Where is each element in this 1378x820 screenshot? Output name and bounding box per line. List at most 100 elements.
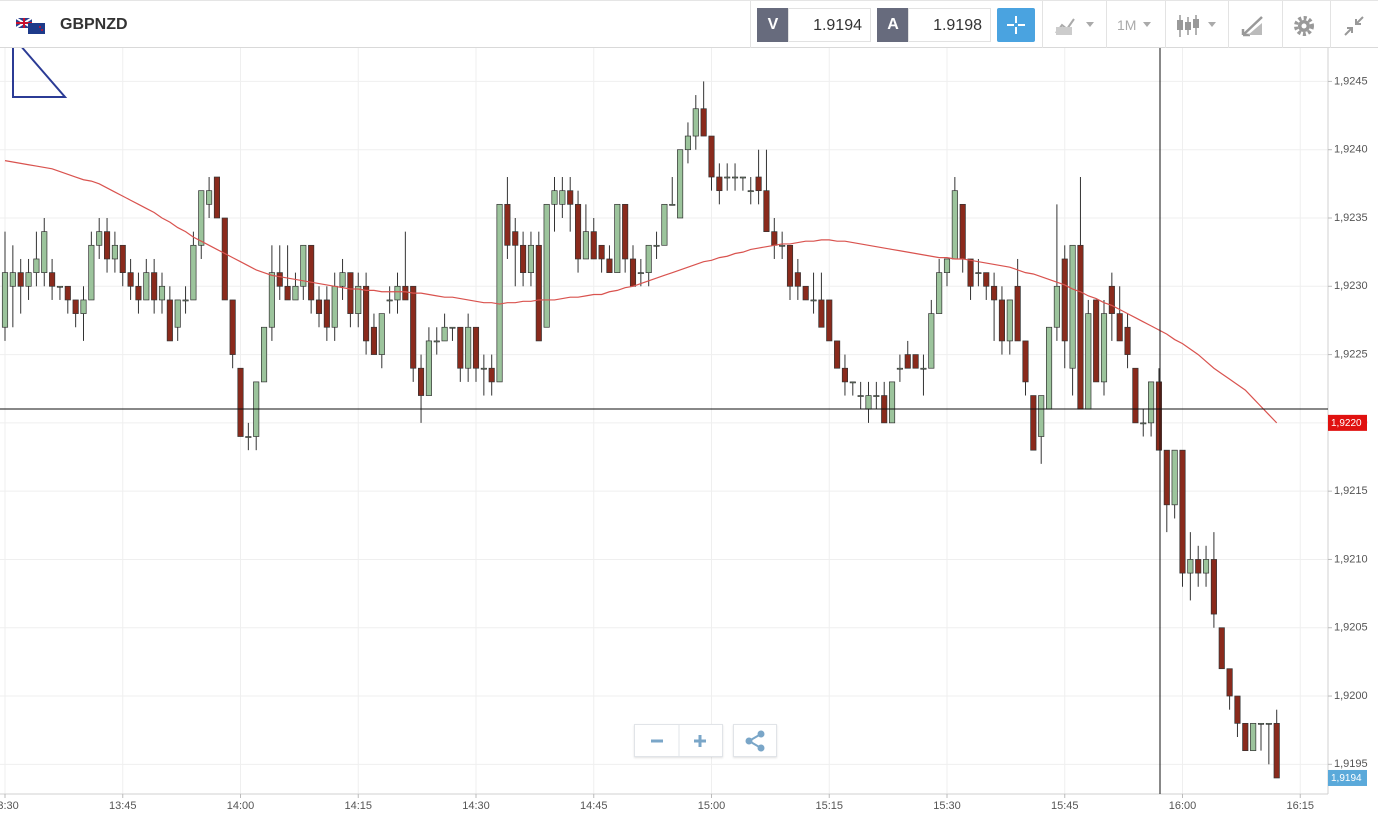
y-tick-label: 1,9200 [1334, 690, 1368, 702]
candle-body [237, 367, 244, 437]
candle-body [755, 176, 762, 192]
candle-body [9, 272, 16, 287]
candle-body [64, 285, 71, 301]
candle-body [276, 272, 283, 287]
candle-body [920, 367, 927, 370]
separator [1165, 1, 1166, 48]
collapse-button[interactable] [1342, 14, 1366, 38]
candle-body [151, 272, 158, 301]
candle-body [512, 231, 519, 246]
ask-label[interactable]: A [877, 8, 909, 42]
moving-average-line [4, 160, 1278, 424]
candle-body [182, 299, 189, 302]
candle-body [724, 176, 731, 179]
candle-type-button[interactable] [1176, 13, 1220, 39]
candle-body [904, 354, 911, 369]
candle-body [1171, 449, 1178, 506]
draw-tool-button[interactable] [1240, 13, 1266, 39]
zoom-icons [651, 725, 706, 756]
crosshair-button[interactable] [997, 8, 1035, 42]
candle-body [645, 244, 652, 273]
candle-body [402, 285, 409, 301]
timeframe[interactable]: 1M [1117, 17, 1137, 33]
candle-body [936, 272, 943, 314]
x-tick-label: 14:00 [227, 800, 255, 812]
x-tick-label: 13:30 [0, 800, 19, 812]
candle-body [771, 231, 778, 246]
candle-body [684, 135, 692, 151]
crosshair-icon [1007, 16, 1025, 34]
bid-label[interactable]: V [757, 8, 789, 42]
candle-body [1085, 313, 1092, 410]
candle-body [1140, 422, 1147, 425]
separator [1282, 1, 1283, 48]
zoom-in[interactable] [694, 735, 706, 747]
candle-body [292, 285, 299, 301]
candle-body [912, 354, 919, 369]
candle-body [300, 244, 307, 287]
candle-body [143, 272, 150, 301]
candle-body [1116, 313, 1123, 342]
candle-body [888, 381, 896, 424]
x-tick-label: 14:45 [580, 800, 608, 812]
candle-body [794, 272, 801, 287]
candle-body [1155, 381, 1163, 451]
candle-body [559, 190, 566, 205]
candle-body [865, 395, 872, 410]
candle-body [606, 258, 613, 273]
candle-body [1006, 299, 1013, 342]
candle-body [213, 176, 221, 219]
chart-type-button[interactable] [1054, 13, 1098, 37]
candle-body [1069, 244, 1076, 369]
ask-price[interactable]: 1.9198 [908, 8, 991, 42]
candle-body [1038, 395, 1045, 437]
candle-body [496, 203, 503, 383]
candle-body [347, 272, 354, 314]
candle-body [677, 149, 684, 219]
candle-body [669, 203, 676, 206]
candle-body [574, 203, 582, 260]
candle-body [951, 190, 958, 260]
drawing-triangle[interactable] [12, 34, 68, 98]
candle-body [363, 285, 370, 342]
candle-body [1273, 722, 1280, 779]
candle-body [779, 244, 786, 247]
candle-body [261, 326, 268, 383]
candle-body [25, 272, 32, 287]
share-button[interactable] [733, 724, 777, 757]
candle-body [543, 203, 550, 328]
candle-body [1226, 668, 1233, 697]
candle-body [504, 203, 511, 246]
candle-body [928, 313, 935, 369]
candle-body [1053, 285, 1060, 328]
y-tick-label: 1,9210 [1334, 553, 1368, 565]
bid-price[interactable]: 1.9194 [788, 8, 871, 42]
candle-body [653, 244, 660, 247]
x-tick-label: 15:15 [815, 800, 843, 812]
candle-body [959, 203, 966, 260]
candle-body [739, 176, 746, 179]
candle-body [708, 135, 715, 178]
candle-body [1108, 285, 1115, 314]
candle-body [826, 299, 833, 342]
timeframe-arrow[interactable] [1141, 13, 1155, 37]
candle-body [1195, 559, 1202, 574]
candle-body [1077, 244, 1084, 410]
candle-body [810, 299, 817, 302]
y-tick-label: 1,9205 [1334, 622, 1368, 634]
candle-body [49, 272, 56, 287]
candle-body [614, 203, 621, 273]
share-icon [745, 730, 765, 752]
candle-body [1257, 722, 1265, 725]
price-marker [1328, 414, 1367, 431]
candle-body [370, 326, 378, 355]
candle-body [622, 203, 629, 260]
candle-body [567, 190, 574, 205]
candle-body [1265, 722, 1272, 725]
settings-button[interactable] [1292, 14, 1316, 38]
candle-body [33, 258, 40, 273]
candle-body [849, 381, 856, 384]
x-tick-label: 14:15 [344, 800, 372, 812]
candle-body [56, 285, 64, 288]
